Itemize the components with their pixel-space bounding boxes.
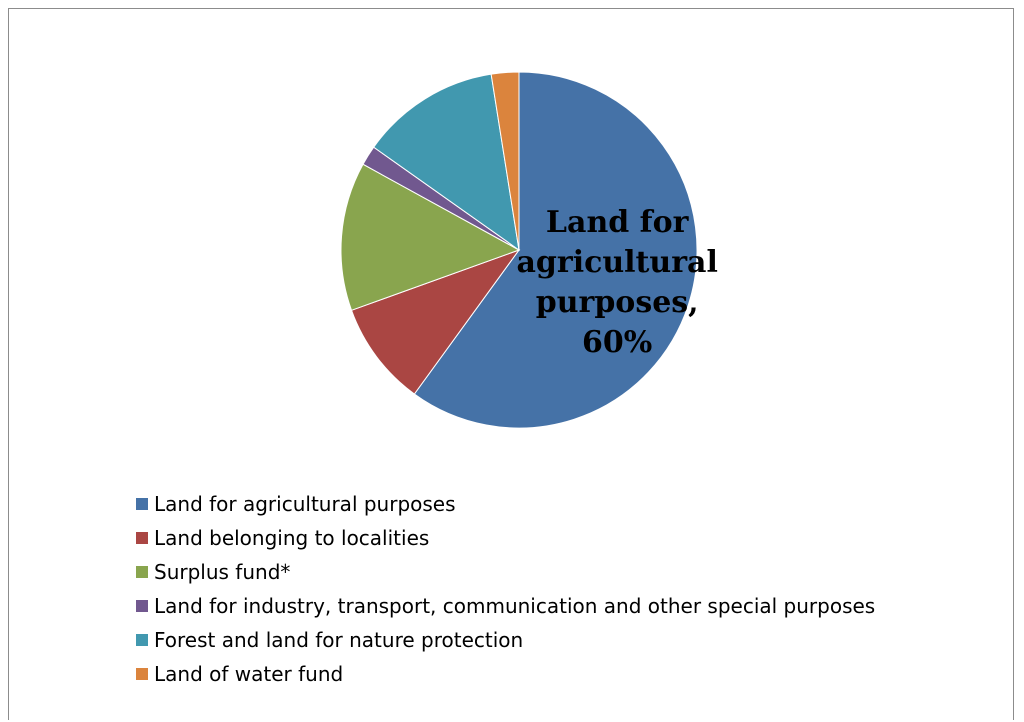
- legend-label: Land for industry, transport, communicat…: [154, 594, 876, 618]
- slice-data-label: Land for agricultural purposes, 60%: [516, 205, 717, 360]
- legend-item: Forest and land for nature protection: [136, 623, 875, 657]
- chart-area: Land for agricultural purposes, 60% Land fo…: [8, 8, 1014, 720]
- legend-label: Forest and land for nature protection: [154, 628, 524, 652]
- pie-slice: [413, 71, 698, 429]
- legend-swatch: [136, 566, 148, 578]
- legend-swatch: [136, 532, 148, 544]
- legend-item: Land for industry, transport, communicat…: [136, 589, 875, 623]
- legend-item: Land for agricultural purposes: [136, 487, 875, 521]
- legend-swatch: [136, 600, 148, 612]
- legend-swatch: [136, 634, 148, 646]
- legend-item: Land of water fund: [136, 657, 875, 691]
- pie-chart: Land for agricultural purposes, 60%: [340, 71, 718, 429]
- legend-label: Land for agricultural purposes: [154, 492, 456, 516]
- legend-swatch: [136, 668, 148, 680]
- pie-slice: [490, 71, 520, 251]
- legend-item: Land belonging to localities: [136, 521, 875, 555]
- legend-label: Surplus fund*: [154, 560, 291, 584]
- legend-label: Land of water fund: [154, 662, 344, 686]
- pie-slice: [340, 163, 521, 311]
- legend-swatch: [136, 498, 148, 510]
- legend: Land for agricultural purposes Land belo…: [136, 487, 875, 691]
- legend-label: Land belonging to localities: [154, 526, 430, 550]
- pie-slice: [350, 248, 521, 395]
- pie-slice: [372, 73, 520, 252]
- legend-item: Surplus fund*: [136, 555, 875, 589]
